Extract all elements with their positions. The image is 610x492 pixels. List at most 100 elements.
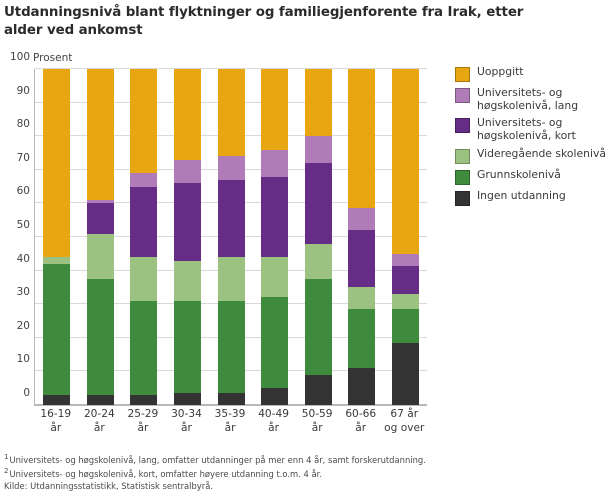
y-axis-tick-label: 90 xyxy=(16,84,30,97)
bar-segment[interactable] xyxy=(130,186,158,258)
bar-segment[interactable] xyxy=(217,156,245,180)
bar-segment[interactable] xyxy=(391,294,419,310)
legend-item-label: Universitets- og høgskolenivå, lang xyxy=(477,86,579,112)
bar-segment[interactable] xyxy=(86,200,114,204)
bar-segment[interactable] xyxy=(261,176,289,258)
legend-item[interactable]: Grunnskolenivå xyxy=(455,168,607,185)
stacked-bar[interactable] xyxy=(391,69,419,405)
footnote-marker-2: 2 xyxy=(4,466,9,475)
bar-segment[interactable] xyxy=(261,149,289,177)
bar-segment[interactable] xyxy=(261,297,289,389)
bar-segment[interactable] xyxy=(217,300,245,394)
y-axis-tick-label: 20 xyxy=(16,319,30,332)
footnote-2: 2Universitets- og høgskolenivå, kort, om… xyxy=(4,466,608,480)
bar-segment[interactable] xyxy=(304,136,332,164)
bar-segment[interactable] xyxy=(261,69,289,150)
x-axis-tick-label: 16-19 år xyxy=(34,408,78,435)
stacked-bar[interactable] xyxy=(217,69,245,405)
legend-color-swatch xyxy=(455,67,470,82)
bar-segment[interactable] xyxy=(391,309,419,343)
bar-segment[interactable] xyxy=(173,159,201,184)
bar-segment[interactable] xyxy=(348,208,376,231)
x-axis-tick-line: 35-39 xyxy=(214,408,246,420)
bar-segment[interactable] xyxy=(348,287,376,310)
bar-segment[interactable] xyxy=(261,257,289,298)
legend-color-swatch xyxy=(455,118,470,134)
bar-segment[interactable] xyxy=(173,183,201,261)
bar-segment[interactable] xyxy=(217,393,245,405)
bar-segment[interactable] xyxy=(217,69,245,157)
y-axis-tick-label: 40 xyxy=(16,252,30,265)
bar-segment[interactable] xyxy=(304,243,332,280)
footnote-text-1: Universitets- og høgskolenivå, lang, omf… xyxy=(9,454,426,465)
legend-item[interactable]: Universitets- og høgskolenivå, kort xyxy=(455,116,607,142)
legend-item-label: Uoppgitt xyxy=(477,65,524,78)
stacked-bar[interactable] xyxy=(304,69,332,405)
x-axis-tick-label: 20-24 år xyxy=(78,408,122,435)
bar-segment[interactable] xyxy=(43,257,71,264)
bar-segment[interactable] xyxy=(43,263,71,395)
bar-segment[interactable] xyxy=(86,233,114,280)
bar-segment[interactable] xyxy=(86,203,114,234)
x-axis-tick-line: 20-24 xyxy=(83,408,115,420)
bar-segment[interactable] xyxy=(304,374,332,405)
bar-segment[interactable] xyxy=(391,253,419,266)
bar-segment[interactable] xyxy=(217,179,245,258)
x-axis-tick-line: år xyxy=(355,421,367,434)
bar-segment[interactable] xyxy=(304,279,332,375)
stacked-bar[interactable] xyxy=(261,69,289,405)
bar-segment[interactable] xyxy=(86,394,114,405)
bar-segment[interactable] xyxy=(348,309,376,369)
bar-segment[interactable] xyxy=(130,257,158,301)
stacked-bar[interactable] xyxy=(173,69,201,405)
y-axis-tick-label: 80 xyxy=(16,118,30,131)
bar-segment[interactable] xyxy=(173,393,201,405)
bar-group xyxy=(35,69,427,405)
bar-segment[interactable] xyxy=(173,260,201,301)
y-axis-tick-label: 0 xyxy=(23,387,30,399)
bar-segment[interactable] xyxy=(348,230,376,288)
bar-segment[interactable] xyxy=(86,279,114,395)
bar-segment[interactable] xyxy=(391,342,419,405)
bar-segment[interactable] xyxy=(348,69,376,209)
footnote-1: 1Universitets- og høgskolenivå, lang, om… xyxy=(4,452,608,466)
bar-segment[interactable] xyxy=(304,69,332,137)
bar-segment[interactable] xyxy=(391,69,419,254)
bar-segment[interactable] xyxy=(130,394,158,405)
bar-segment[interactable] xyxy=(261,388,289,405)
x-axis-tick-line: og over xyxy=(384,421,425,434)
bar-slot xyxy=(340,69,384,405)
bar-segment[interactable] xyxy=(130,300,158,395)
bar-segment[interactable] xyxy=(43,69,71,258)
bar-segment[interactable] xyxy=(43,394,71,405)
bar-segment[interactable] xyxy=(391,265,419,295)
legend-item-label: Videregående skolenivå xyxy=(477,146,606,160)
x-axis-tick-line: 30-34 xyxy=(171,408,202,420)
legend-item[interactable]: Uoppgitt xyxy=(455,65,607,82)
bar-segment[interactable] xyxy=(173,69,201,160)
stacked-bar[interactable] xyxy=(86,69,114,405)
bar-segment[interactable] xyxy=(130,69,158,174)
stacked-bar[interactable] xyxy=(43,69,71,405)
bar-slot xyxy=(209,69,253,405)
stacked-bar[interactable] xyxy=(130,69,158,405)
bar-segment[interactable] xyxy=(304,163,332,244)
bar-segment[interactable] xyxy=(86,69,114,201)
x-axis-tick-line: år xyxy=(93,421,105,434)
legend-item[interactable]: Videregående skolenivå xyxy=(455,146,607,164)
x-axis-tick-label: 50-59 år xyxy=(295,408,339,435)
x-axis-tick-line: år xyxy=(181,421,192,434)
x-axis-tick-line: 50-59 xyxy=(301,408,333,420)
x-axis-tick-line: år xyxy=(224,421,236,434)
bar-slot xyxy=(296,69,340,405)
legend-item[interactable]: Ingen utdanning xyxy=(455,189,607,206)
bar-segment[interactable] xyxy=(348,368,376,405)
bar-segment[interactable] xyxy=(217,257,245,301)
footnote-text-2: Universitets- og høgskolenivå, kort, omf… xyxy=(9,468,322,479)
stacked-bar[interactable] xyxy=(348,69,376,405)
bar-segment[interactable] xyxy=(130,173,158,187)
bar-segment[interactable] xyxy=(173,300,201,394)
y-axis-tick-label: 60 xyxy=(16,185,30,198)
legend-item[interactable]: Universitets- og høgskolenivå, lang xyxy=(455,86,607,112)
x-axis-tick-line: 25-29 xyxy=(127,408,159,420)
